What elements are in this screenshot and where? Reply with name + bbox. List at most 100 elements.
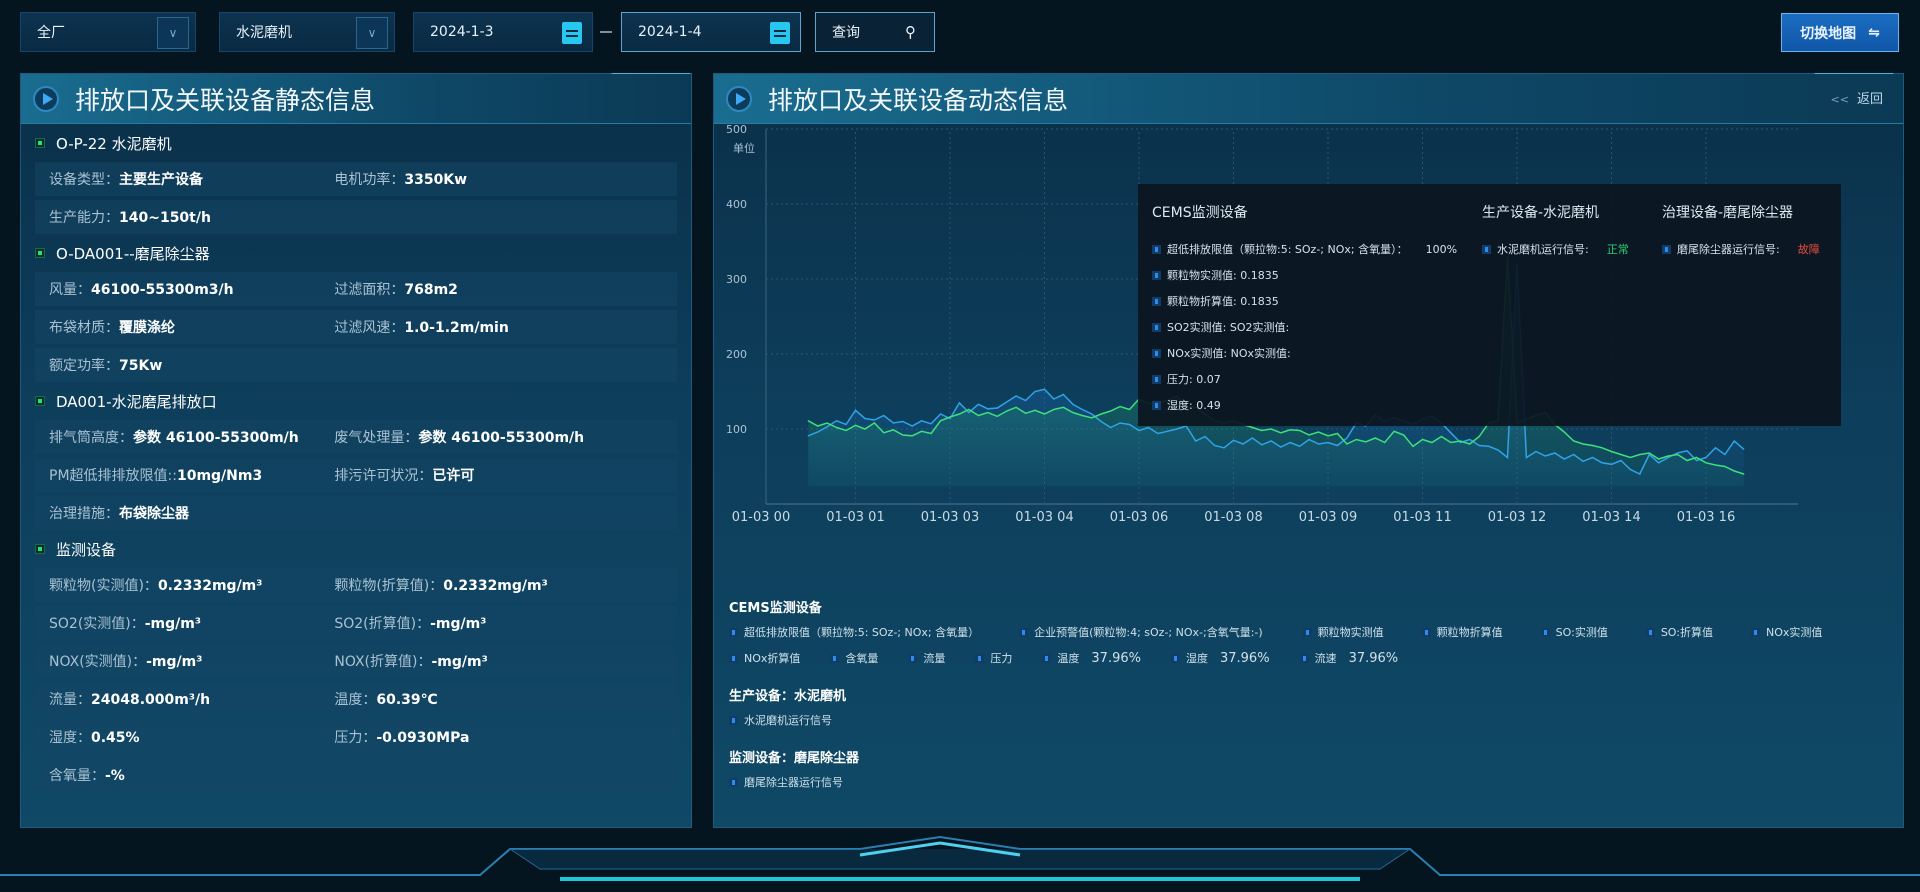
tooltip-production-title: 生产设备-水泥磨机 [1482,205,1600,221]
data-point [1251,437,1253,439]
data-point [1053,408,1055,411]
tooltip-treatment-label: 磨尾除尘器运行信号: [1677,243,1780,256]
data-point [1110,426,1112,429]
data-point [987,411,989,414]
data-point [1658,458,1660,460]
field-label: 过滤面积： [334,282,405,298]
legend-item[interactable]: 水泥磨机运行信号 [729,712,832,728]
equipment-select-value: 水泥磨机 [236,25,292,41]
data-point [1091,417,1093,419]
data-point [1100,413,1102,415]
data-point [807,435,809,437]
data-point [1705,462,1707,464]
bottom-decoration [0,835,1920,881]
field-label: 电机功率： [334,172,405,188]
section-header: 监测设备 [21,534,691,564]
section-title: DA001-水泥磨尾排放口 [56,392,217,411]
data-point [1034,390,1036,393]
bullet-icon [1152,270,1161,280]
x-tick-label: 01-03 04 [1015,510,1073,525]
series-2-line[interactable] [807,256,1745,475]
legend-item[interactable]: 颗粒物实测值 [1302,624,1384,640]
field-label: PM超低排排放限值:: [49,468,177,484]
legend-item[interactable]: 颗粒物折算值 [1421,624,1503,640]
play-icon [33,86,59,112]
tooltip-item-label: 压力: 0.07 [1167,373,1221,386]
data-point [1695,459,1698,462]
data-point [1525,456,1528,459]
field-value: 3350Kw [404,172,468,188]
data-point [1232,439,1235,441]
calendar-icon[interactable] [770,22,790,44]
data-point [1535,450,1537,453]
data-point [1128,423,1131,426]
data-point [1317,431,1320,433]
data-point [1299,429,1301,432]
data-point [1478,435,1480,438]
calendar-icon[interactable] [562,22,582,44]
legend-item[interactable]: NOx折算值 [729,650,800,666]
series-1-line[interactable] [808,263,1745,475]
data-point [873,422,875,424]
legend-production-title: 生产设备：水泥磨机 [729,689,847,704]
data-point [1270,440,1272,442]
switch-map-button[interactable]: 切换地图 ⇋ [1781,13,1899,52]
panel-header: 排放口及关联设备静态信息 [21,74,691,124]
legend-item[interactable]: 流速 37.96% [1299,650,1398,666]
factory-select[interactable]: 全厂 ∨ [20,12,196,52]
field-label: SO2(折算值)： [334,616,431,632]
data-point [1270,428,1272,430]
legend-item[interactable]: 磨尾除尘器运行信号 [729,774,843,790]
data-point [1308,434,1310,436]
data-point [1006,410,1008,412]
data-point [892,422,894,424]
data-point [1724,453,1726,456]
square-bullet-icon [35,248,45,258]
data-point [1393,430,1395,432]
field-value: -mg/m³ [430,616,487,632]
info-field: 排污许可状况：已许可 [320,465,677,485]
chevron-down-icon: ∨ [157,17,189,49]
legend-item[interactable]: SO:折算值 [1645,624,1713,640]
tooltip-item-label: NOx实测值: NOx实测值: [1167,347,1291,360]
legend-item-label: 温度 [1057,652,1080,665]
chart-tooltip: CEMS监测设备 超低排放限值（颗拉物:5: SOz-; NOx; 含氧量）： 1… [1138,184,1841,426]
legend-item[interactable]: NOx实测值 [1750,624,1822,640]
data-point [1601,447,1603,449]
equipment-select[interactable]: 水泥磨机 ∨ [219,12,395,52]
data-point [1110,410,1112,412]
start-date-value: 2024-1-3 [430,24,494,40]
date-range-separator [600,31,612,33]
data-point [1488,445,1490,447]
info-field: 湿度：0.45% [35,727,320,747]
data-point [1072,411,1074,414]
tooltip-item-label: 湿度: 0.49 [1167,399,1221,412]
legend-item[interactable]: 企业预警值(颗粒物:4; sOz-; NOx-;含氧气量:-) [1019,624,1263,640]
data-point [968,411,970,414]
legend-item[interactable]: 含氧量 [830,650,878,666]
legend-item[interactable]: 湿度 37.96% [1170,650,1270,666]
info-row: 流量：24048.000m³/h 温度：60.39℃ [35,682,677,716]
end-date-input[interactable]: 2024-1-4 [621,12,801,52]
tooltip-treatment: 治理设备-磨尾除尘器 磨尾除尘器运行信号: 故障 [1662,202,1820,262]
legend-item[interactable]: 温度 37.96% [1042,650,1141,666]
legend-item-value: 37.96% [1091,650,1141,666]
legend-item[interactable]: SO:实测值 [1540,624,1608,640]
data-point [1724,465,1726,468]
tooltip-production: 生产设备-水泥磨机 水泥磨机运行信号: 正常 [1482,202,1629,262]
query-button[interactable]: 查询 ⚲ [815,12,935,52]
data-point [1667,456,1669,459]
bullet-icon [1750,627,1760,637]
y-tick-label: 200 [726,348,747,361]
data-point [1573,440,1575,442]
search-icon: ⚲ [905,23,916,41]
legend-item[interactable]: 超低排放限值（颗拉物:5: SOz-; NOx; 含氧量） [729,624,979,640]
data-point [1450,441,1452,444]
legend-item[interactable]: 压力 [975,650,1012,666]
legend-item[interactable]: 流量 [908,650,945,666]
data-point [930,432,932,435]
tooltip-cems: CEMS监测设备 超低排放限值（颗拉物:5: SOz-; NOx; 含氧量）： 1… [1152,202,1457,418]
legend-item-label: 磨尾除尘器运行信号 [744,776,843,789]
start-date-input[interactable]: 2024-1-3 [413,12,593,52]
back-button[interactable]: << 返回 [1831,88,1883,107]
